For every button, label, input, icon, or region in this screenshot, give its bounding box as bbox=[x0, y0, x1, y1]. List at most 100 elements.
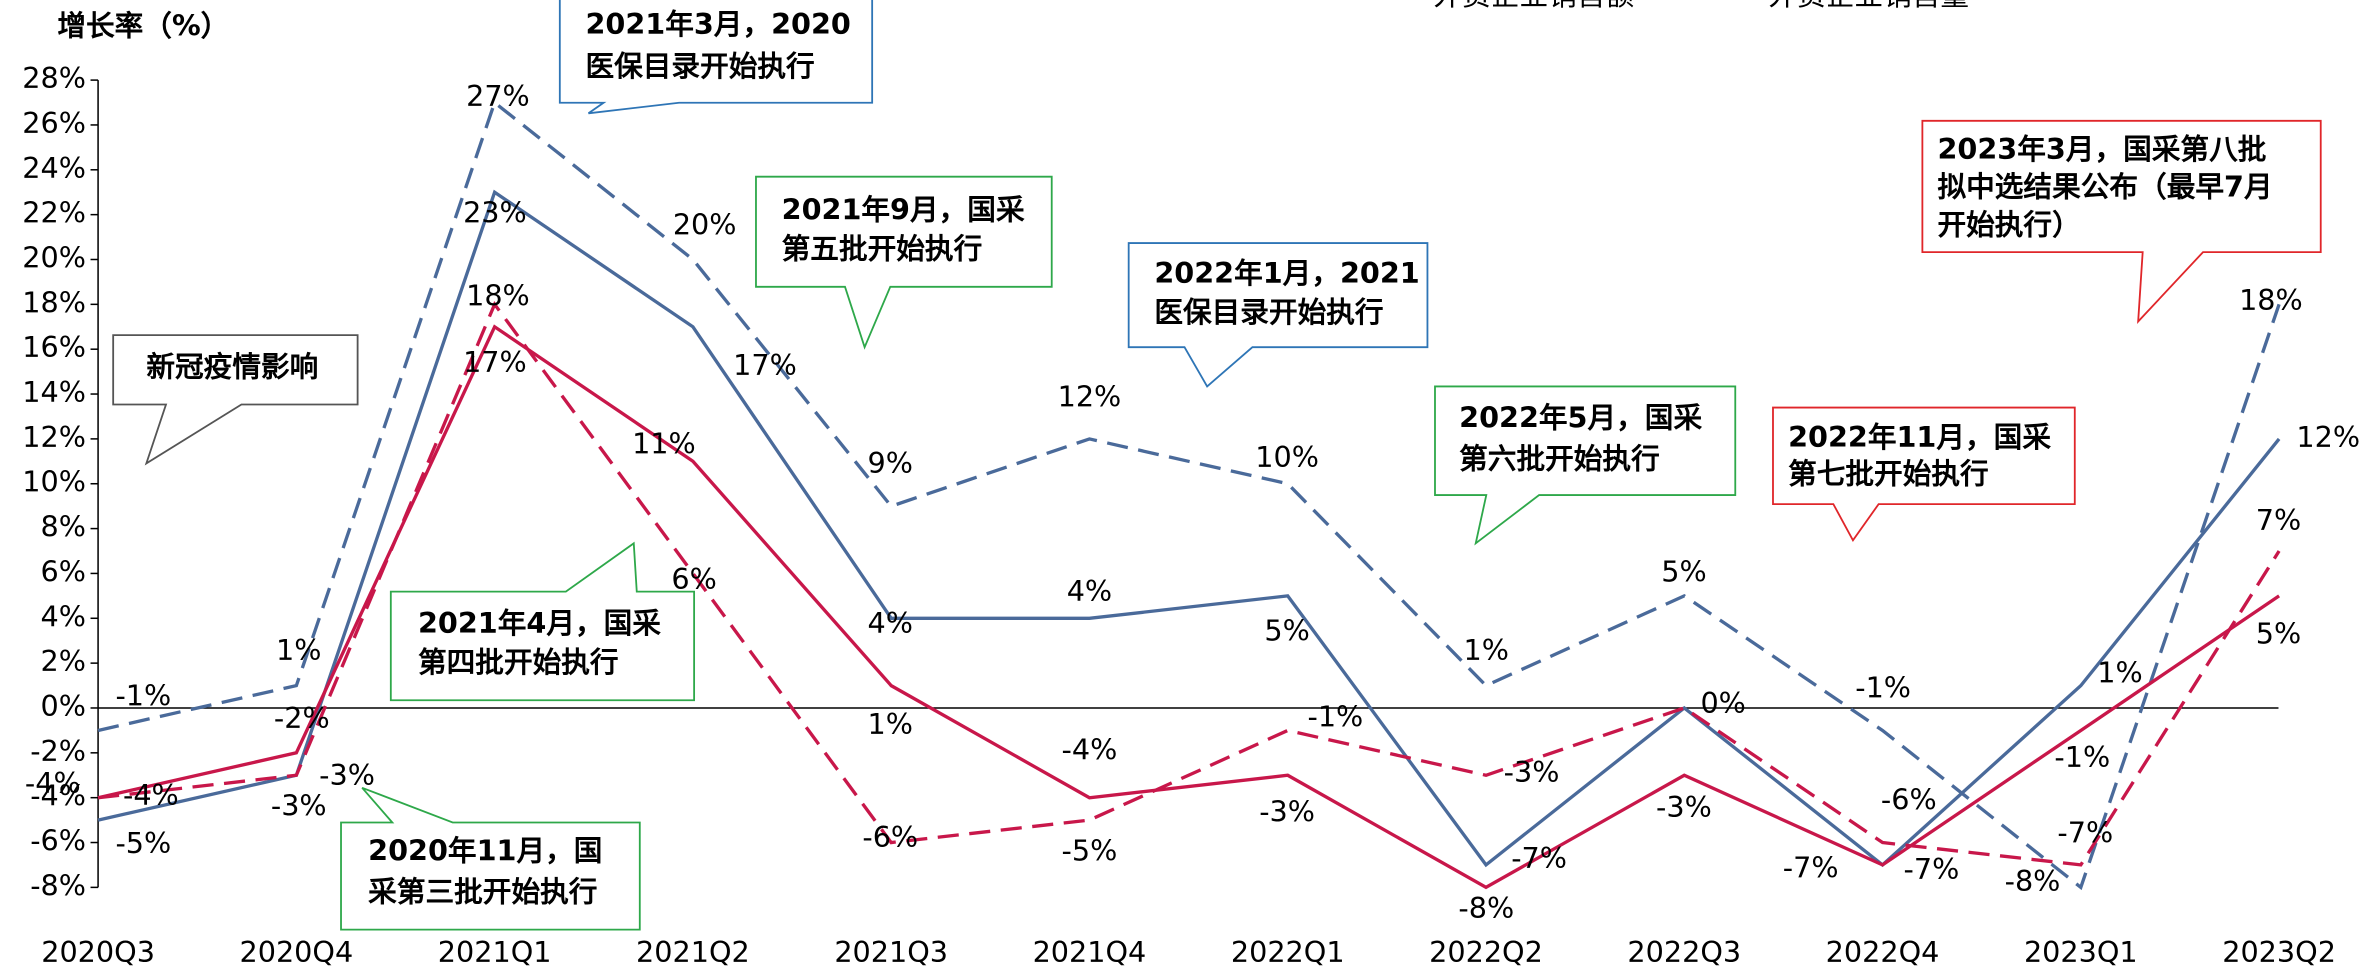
data-label: 18% bbox=[466, 278, 530, 312]
data-label: -3% bbox=[271, 788, 327, 822]
x-tick-label: 2022Q1 bbox=[1231, 935, 1345, 969]
callout-box bbox=[1921, 119, 2322, 324]
callout-text: 第五批开始执行 bbox=[782, 232, 983, 266]
callout-box bbox=[112, 334, 359, 466]
data-label: -8% bbox=[1458, 891, 1514, 925]
y-tick-label: 28% bbox=[22, 61, 86, 95]
callout-text: 第七批开始执行 bbox=[1788, 456, 1989, 490]
x-tick-label: 2021Q3 bbox=[834, 935, 948, 969]
data-label: 11% bbox=[632, 426, 696, 460]
legend-label: 外资企业销售额 bbox=[1433, 0, 1634, 12]
data-label: 1% bbox=[2097, 656, 2142, 690]
y-tick-label: 24% bbox=[22, 151, 86, 185]
data-label: -5% bbox=[1062, 834, 1118, 868]
solid-line bbox=[97, 324, 2281, 890]
y-axis-label: 增长率（%） bbox=[57, 8, 229, 42]
x-tick-label: 2021Q4 bbox=[1033, 935, 1147, 969]
dashed-line bbox=[97, 300, 2281, 867]
callout-text: 采第三批开始执行 bbox=[368, 874, 597, 908]
data-label: 4% bbox=[1067, 574, 1112, 608]
y-tick-label: 26% bbox=[22, 106, 86, 140]
data-label: -6% bbox=[862, 820, 918, 854]
callout-box bbox=[1127, 242, 1429, 388]
y-tick-label: -4% bbox=[30, 779, 86, 813]
data-label: -3% bbox=[1504, 755, 1560, 789]
data-label: -1% bbox=[2054, 740, 2110, 774]
callout-box bbox=[1434, 385, 1737, 546]
data-label: -4% bbox=[123, 778, 179, 812]
data-label: -7% bbox=[1783, 850, 1839, 884]
data-label: -7% bbox=[1904, 852, 1960, 886]
callout-box bbox=[558, 0, 874, 115]
data-label: -3% bbox=[319, 758, 375, 792]
data-label: -8% bbox=[2005, 864, 2061, 898]
callout-box bbox=[755, 175, 1053, 350]
y-tick-label: -6% bbox=[30, 824, 86, 858]
data-label: -5% bbox=[115, 826, 171, 860]
callout-box bbox=[340, 786, 641, 931]
callout-text: 2022年5月，国采 bbox=[1459, 401, 1702, 435]
data-label: 17% bbox=[463, 345, 527, 379]
callout-text: 2021年9月，国采 bbox=[782, 192, 1025, 226]
x-tick-label: 2022Q3 bbox=[1627, 935, 1741, 969]
data-label: 27% bbox=[466, 79, 530, 113]
callout-text: 2020年11月，国 bbox=[368, 834, 602, 868]
y-tick-label: 12% bbox=[22, 420, 86, 454]
data-label: 1% bbox=[868, 707, 913, 741]
data-label: 5% bbox=[1264, 613, 1309, 647]
callout-text: 第六批开始执行 bbox=[1459, 441, 1660, 475]
x-tick-label: 2021Q2 bbox=[636, 935, 750, 969]
data-label: -1% bbox=[115, 678, 171, 712]
callout-text: 第四批开始执行 bbox=[418, 645, 619, 679]
callout-text: 医保目录开始执行 bbox=[1154, 295, 1383, 329]
y-tick-label: 18% bbox=[22, 285, 86, 319]
callout-text: 2021年4月，国采 bbox=[418, 606, 661, 640]
data-label: 7% bbox=[2256, 503, 2301, 537]
data-label: 23% bbox=[463, 195, 527, 229]
data-label: 6% bbox=[671, 562, 716, 596]
callout-text: 2023年3月，国采第八批 bbox=[1937, 132, 2266, 166]
callout-text: 2021年3月，2020 bbox=[585, 7, 850, 41]
callout-text: 开始执行） bbox=[1937, 207, 2080, 241]
data-label: -3% bbox=[1656, 790, 1712, 824]
y-tick-label: 20% bbox=[22, 240, 86, 274]
data-label: 1% bbox=[276, 633, 321, 667]
data-label: -1% bbox=[1307, 699, 1363, 733]
data-label: -3% bbox=[1259, 794, 1315, 828]
data-label: 9% bbox=[868, 446, 913, 480]
data-label: -1% bbox=[1855, 671, 1911, 705]
y-tick-label: 2% bbox=[41, 644, 86, 678]
data-label: -6% bbox=[1881, 782, 1937, 816]
data-label: 1% bbox=[1464, 633, 1509, 667]
y-tick-label: -8% bbox=[30, 868, 86, 902]
data-label: 5% bbox=[1661, 555, 1706, 589]
y-tick-label: 16% bbox=[22, 330, 86, 364]
data-label: -2% bbox=[274, 701, 330, 735]
y-tick-label: 10% bbox=[22, 465, 86, 499]
y-tick-label: 8% bbox=[41, 510, 86, 544]
y-tick-label: 0% bbox=[41, 689, 86, 723]
data-label: 5% bbox=[2256, 616, 2301, 650]
x-tick-label: 2021Q1 bbox=[438, 935, 552, 969]
y-tick-label: -2% bbox=[30, 734, 86, 768]
x-tick-label: 2020Q4 bbox=[239, 935, 353, 969]
callout-box bbox=[1772, 406, 2076, 543]
data-label: -7% bbox=[2057, 816, 2113, 850]
callout-text: 2022年1月，2021 bbox=[1154, 256, 1419, 290]
data-label: -4% bbox=[25, 766, 81, 800]
y-tick-label: 4% bbox=[41, 599, 86, 633]
solid-line bbox=[97, 189, 2281, 868]
data-label: 10% bbox=[1255, 440, 1319, 474]
callout-text: 2022年11月，国采 bbox=[1788, 420, 2051, 454]
y-tick-label: 14% bbox=[22, 375, 86, 409]
y-tick-label: 22% bbox=[22, 196, 86, 230]
data-label: 12% bbox=[1058, 379, 1122, 413]
x-tick-label: 2022Q2 bbox=[1429, 935, 1543, 969]
data-label: 20% bbox=[673, 207, 737, 241]
callout-text: 医保目录开始执行 bbox=[585, 49, 814, 83]
x-tick-label: 2020Q3 bbox=[41, 935, 155, 969]
data-label: 4% bbox=[868, 606, 913, 640]
callout-text: 新冠疫情影响 bbox=[146, 349, 318, 383]
legend-label: 外资企业销售量 bbox=[1768, 0, 1969, 12]
